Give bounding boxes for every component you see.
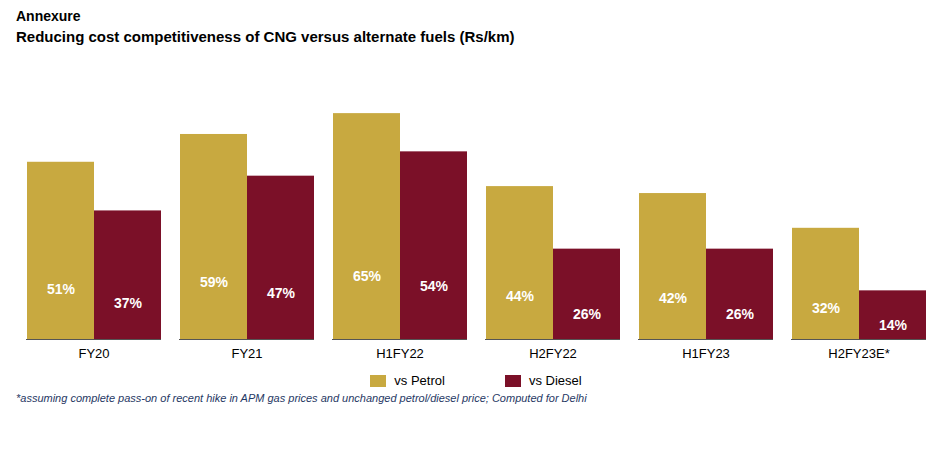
svg-text:47%: 47% [267,285,296,301]
svg-text:H2FY22: H2FY22 [529,346,577,361]
svg-text:44%: 44% [506,288,535,304]
html-text:*assuming complete pass-on of: *assuming complete pass-on of recent hik… [16,392,587,404]
svg-text:FY21: FY21 [231,346,262,361]
svg-text:32%: 32% [812,300,841,316]
svg-text:51%: 51% [47,281,76,297]
html-text:vs Petrol: vs Petrol [394,373,445,388]
svg-text:14%: 14% [879,317,908,333]
svg-text:42%: 42% [659,290,688,306]
svg-text:H2FY23E*: H2FY23E* [828,346,889,361]
svg-text:65%: 65% [353,268,382,284]
svg-text:H1FY23: H1FY23 [682,346,730,361]
svg-text:37%: 37% [114,295,143,311]
svg-text:26%: 26% [726,306,755,322]
svg-text:H1FY22: H1FY22 [376,346,424,361]
svg-text:26%: 26% [573,306,602,322]
svg-text:FY20: FY20 [78,346,109,361]
html-text:Reducing cost competitiveness: Reducing cost competitiveness of CNG ver… [16,28,515,45]
svg-text:59%: 59% [200,274,229,290]
html-text:Annexure: Annexure [16,8,81,24]
html-text:vs Diesel: vs Diesel [528,373,582,388]
svg-text:54%: 54% [420,278,449,294]
